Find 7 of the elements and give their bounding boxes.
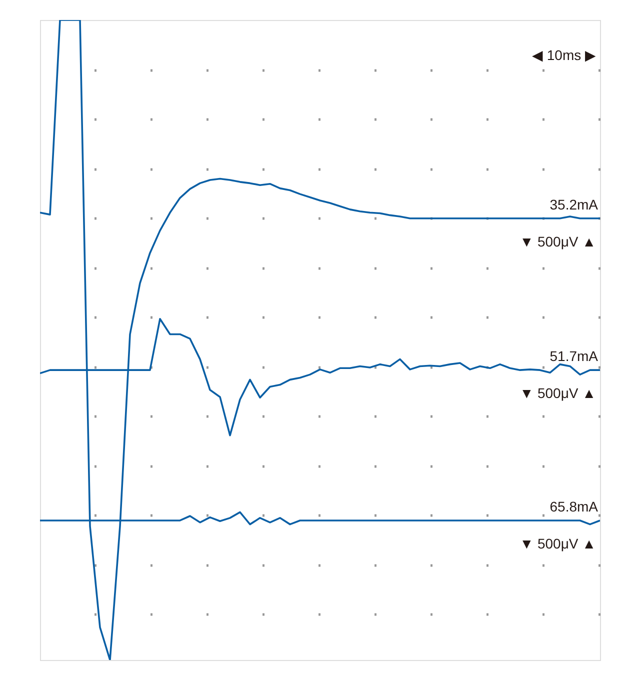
annotation: ▼ 500μV ▲ [520, 535, 596, 552]
annotation: ▼ 500μV ▲ [520, 385, 596, 402]
annotation: ▼ 500μV ▲ [520, 233, 596, 250]
series-label: 51.7mA [550, 348, 599, 364]
series-label: 35.2mA [550, 196, 599, 212]
series-label: 65.8mA [550, 498, 599, 514]
annotation: ◀ 10ms ▶ [532, 47, 596, 63]
